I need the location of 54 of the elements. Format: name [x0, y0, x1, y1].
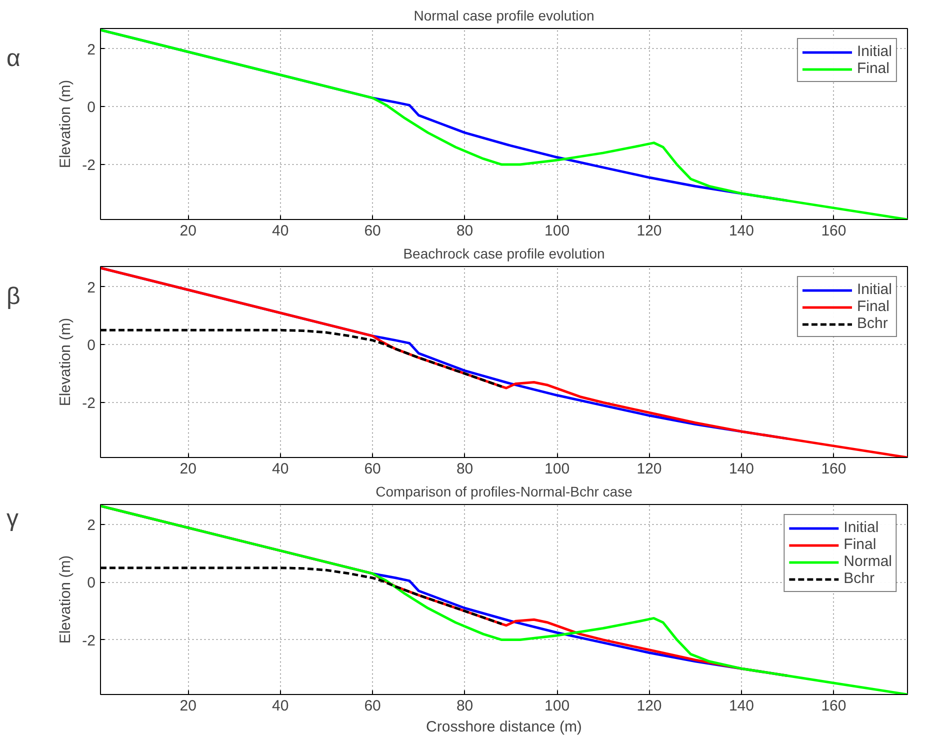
y-tick-label: -2 — [82, 157, 96, 174]
x-tick-label: 140 — [728, 222, 754, 240]
x-tick-label: 40 — [272, 698, 289, 714]
x-tick-label: 80 — [456, 460, 474, 478]
legend-label: Final — [856, 298, 890, 315]
legend-label: Bchr — [844, 570, 874, 587]
x-tick-label: 140 — [728, 698, 754, 714]
x-tick-label: 140 — [728, 460, 754, 478]
x-tick-label: 160 — [821, 460, 846, 478]
line-series — [100, 28, 908, 220]
y-axis-title: Elevation (m) — [57, 80, 74, 168]
x-tick-label: 100 — [544, 460, 570, 478]
legend-label: Normal — [844, 553, 892, 570]
x-tick-label: 40 — [272, 222, 289, 240]
legend-label: Initial — [844, 519, 879, 536]
y-tick-label: 0 — [87, 337, 96, 354]
x-tick-label: 80 — [456, 222, 474, 240]
x-tick-label: 80 — [456, 698, 474, 714]
x-axis-title: Crosshore distance (m) — [426, 718, 582, 736]
text: α — [6, 44, 20, 72]
line-series — [100, 504, 908, 694]
x-tick-label: 120 — [636, 222, 662, 240]
chart-title: Beachrock case profile evolution — [403, 246, 605, 262]
y-tick-label: 0 — [87, 574, 96, 592]
legend-label: Initial — [856, 281, 892, 298]
x-tick-label: 120 — [636, 698, 662, 714]
x-tick-label: 160 — [821, 698, 846, 714]
x-tick-label: 120 — [636, 460, 662, 478]
y-tick-label: -2 — [82, 632, 96, 650]
x-tick-label: 60 — [364, 698, 381, 714]
x-tick-label: 20 — [180, 460, 196, 478]
y-tick-label: -2 — [82, 395, 96, 412]
chart-title: Comparison of profiles-Normal-Bchr case — [376, 484, 633, 500]
x-tick-label: 20 — [180, 222, 196, 240]
text: β — [6, 282, 20, 310]
text: γ — [6, 505, 18, 532]
x-tick-label: 20 — [180, 698, 196, 714]
x-tick-label: 60 — [364, 460, 381, 478]
legend-label: Bchr — [856, 315, 888, 332]
y-tick-label: 0 — [87, 99, 96, 116]
chart-title: Normal case profile evolution — [414, 8, 594, 24]
y-tick-label: 2 — [87, 517, 96, 534]
x-tick-label: 100 — [544, 698, 570, 714]
y-tick-label: 2 — [87, 41, 96, 58]
y-axis-title: Elevation (m) — [57, 555, 74, 644]
legend-label: Final — [856, 60, 890, 77]
x-tick-label: 60 — [364, 222, 381, 240]
y-axis-title: Elevation (m) — [57, 318, 74, 406]
x-tick-label: 160 — [821, 222, 846, 240]
x-tick-label: 40 — [272, 460, 289, 478]
y-tick-label: 2 — [87, 279, 96, 296]
legend-label: Final — [844, 536, 876, 553]
legend-label: Initial — [856, 43, 892, 60]
x-tick-label: 100 — [544, 222, 570, 240]
